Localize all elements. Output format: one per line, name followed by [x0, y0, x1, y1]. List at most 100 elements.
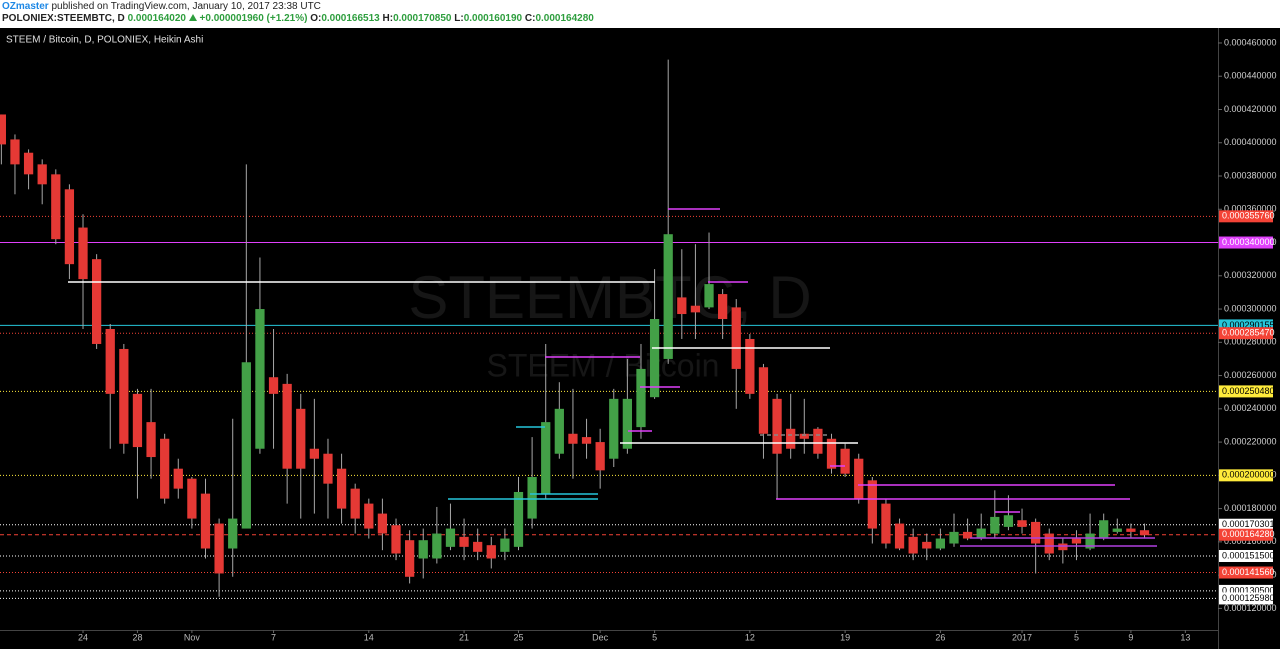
- candle-body: [990, 516, 1000, 534]
- candle-body: [813, 428, 823, 454]
- candle-body: [187, 478, 197, 519]
- candle-body: [541, 422, 551, 494]
- candle-body: [731, 307, 741, 369]
- candle-body: [826, 438, 837, 469]
- candle-body: [486, 545, 496, 559]
- candle-body: [1017, 520, 1027, 527]
- watermark: STEEMBTC, D: [408, 264, 811, 331]
- y-tick-label: 0.000380000: [1224, 170, 1277, 180]
- candle-body: [581, 437, 592, 444]
- candle-body: [241, 362, 251, 529]
- level-label: 0.000250480: [1222, 386, 1275, 396]
- x-tick-label: Nov: [184, 632, 201, 642]
- candle-body: [1003, 515, 1014, 527]
- ohlc-label: L:: [454, 13, 464, 24]
- candle-body: [1126, 528, 1136, 532]
- ohlc-label: H:: [382, 13, 394, 24]
- published: published on TradingView.com, January 10…: [51, 1, 321, 12]
- candle-body: [663, 234, 673, 359]
- level-badge: [1219, 528, 1273, 541]
- ohlc-value: 0.000160190: [463, 13, 523, 24]
- x-tick-label: 19: [840, 632, 850, 642]
- ohlc-value: 0.000166513: [321, 13, 380, 24]
- y-tick-label: 0.000220000: [1224, 436, 1277, 446]
- y-tick-label: 0.000420000: [1224, 104, 1277, 114]
- candle-body: [554, 408, 564, 454]
- candle-body: [78, 227, 88, 280]
- candle-body: [677, 297, 687, 315]
- level-label: 0.000290155: [1222, 320, 1275, 330]
- publish-line: OZmaster published on TradingView.com, J…: [2, 1, 1280, 13]
- levels: [0, 215, 1218, 599]
- candle-body: [881, 503, 891, 544]
- candle-body: [962, 531, 973, 539]
- level-badge: [1219, 518, 1273, 531]
- candle-body: [1085, 533, 1095, 549]
- ohlc-value: 0.000164280: [535, 13, 594, 24]
- x-tick-label: 7: [271, 632, 276, 642]
- author[interactable]: OZmaster: [2, 1, 49, 12]
- candle-body: [64, 189, 75, 265]
- x-tick-label: Dec: [592, 632, 609, 642]
- candle-body: [336, 468, 347, 509]
- y-tick-label: 0.000120000: [1224, 603, 1277, 613]
- watermark-subtitle: STEEM / Bitcoin: [487, 347, 720, 383]
- x-tick-label: 2017: [1012, 632, 1032, 642]
- candle-body: [704, 284, 714, 308]
- candle-body: [976, 528, 986, 539]
- level-label: 0.000130500: [1222, 585, 1275, 595]
- candle-body: [200, 493, 211, 549]
- up-arrow: [188, 14, 197, 21]
- candle-body: [1031, 521, 1041, 544]
- candle-body: [513, 491, 524, 547]
- candle-body: [609, 398, 619, 459]
- candle-body: [0, 114, 6, 145]
- candle-body: [1071, 538, 1082, 544]
- candle-body: [690, 305, 701, 313]
- level-label: 0.000151500: [1222, 550, 1275, 560]
- candle-body: [527, 477, 537, 519]
- candle-body: [105, 329, 115, 394]
- level-badge: [1219, 592, 1273, 605]
- ohlc-label: O:: [310, 13, 322, 24]
- candle-body: [37, 164, 47, 185]
- candle-body: [51, 174, 61, 240]
- candle-body: [758, 367, 769, 434]
- candle-body: [119, 348, 129, 444]
- candle-body: [268, 377, 279, 394]
- level-label: 0.000164280: [1222, 529, 1275, 539]
- y-tick-label: 0.000280000: [1224, 337, 1277, 347]
- drawings: [68, 208, 1157, 547]
- candle-body: [772, 398, 782, 454]
- candle-body: [636, 368, 646, 428]
- ohlc-value: 0.000170850: [393, 13, 452, 24]
- chart-title: STEEM / Bitcoin, D, POLONIEX, Heikin Ash…: [6, 35, 203, 46]
- candle-body: [91, 259, 102, 344]
- y-tick-label: 0.000440000: [1224, 71, 1277, 81]
- candle-body: [595, 442, 605, 471]
- candle-body: [23, 152, 34, 175]
- candle-body: [1099, 520, 1109, 539]
- symbol: POLONIEX:STEEMBTC, D: [2, 13, 125, 24]
- candle-body: [228, 518, 238, 549]
- candle-body: [173, 468, 183, 489]
- x-tick-label: 14: [364, 632, 374, 642]
- level-badge: [1219, 469, 1273, 482]
- candle-body: [1044, 533, 1054, 554]
- candle-body: [309, 448, 319, 459]
- axes: 0.000460000 0.000440000 0.000420000 0.00040…: [78, 37, 1277, 642]
- level-label: 0.000285470: [1222, 328, 1275, 338]
- candle-body: [922, 541, 932, 549]
- candle-body: [745, 338, 755, 394]
- level-label: 0.000170301: [1222, 519, 1275, 529]
- x-tick-label: 28: [132, 632, 142, 642]
- level-badge: [1219, 327, 1273, 340]
- candles: [0, 59, 1150, 597]
- candle-body: [10, 139, 20, 165]
- candle-body: [1139, 530, 1150, 536]
- y-tick-label: 0.000180000: [1224, 503, 1277, 513]
- last-price: 0.000164020: [127, 13, 186, 24]
- level-label: 0.000340000: [1222, 237, 1275, 247]
